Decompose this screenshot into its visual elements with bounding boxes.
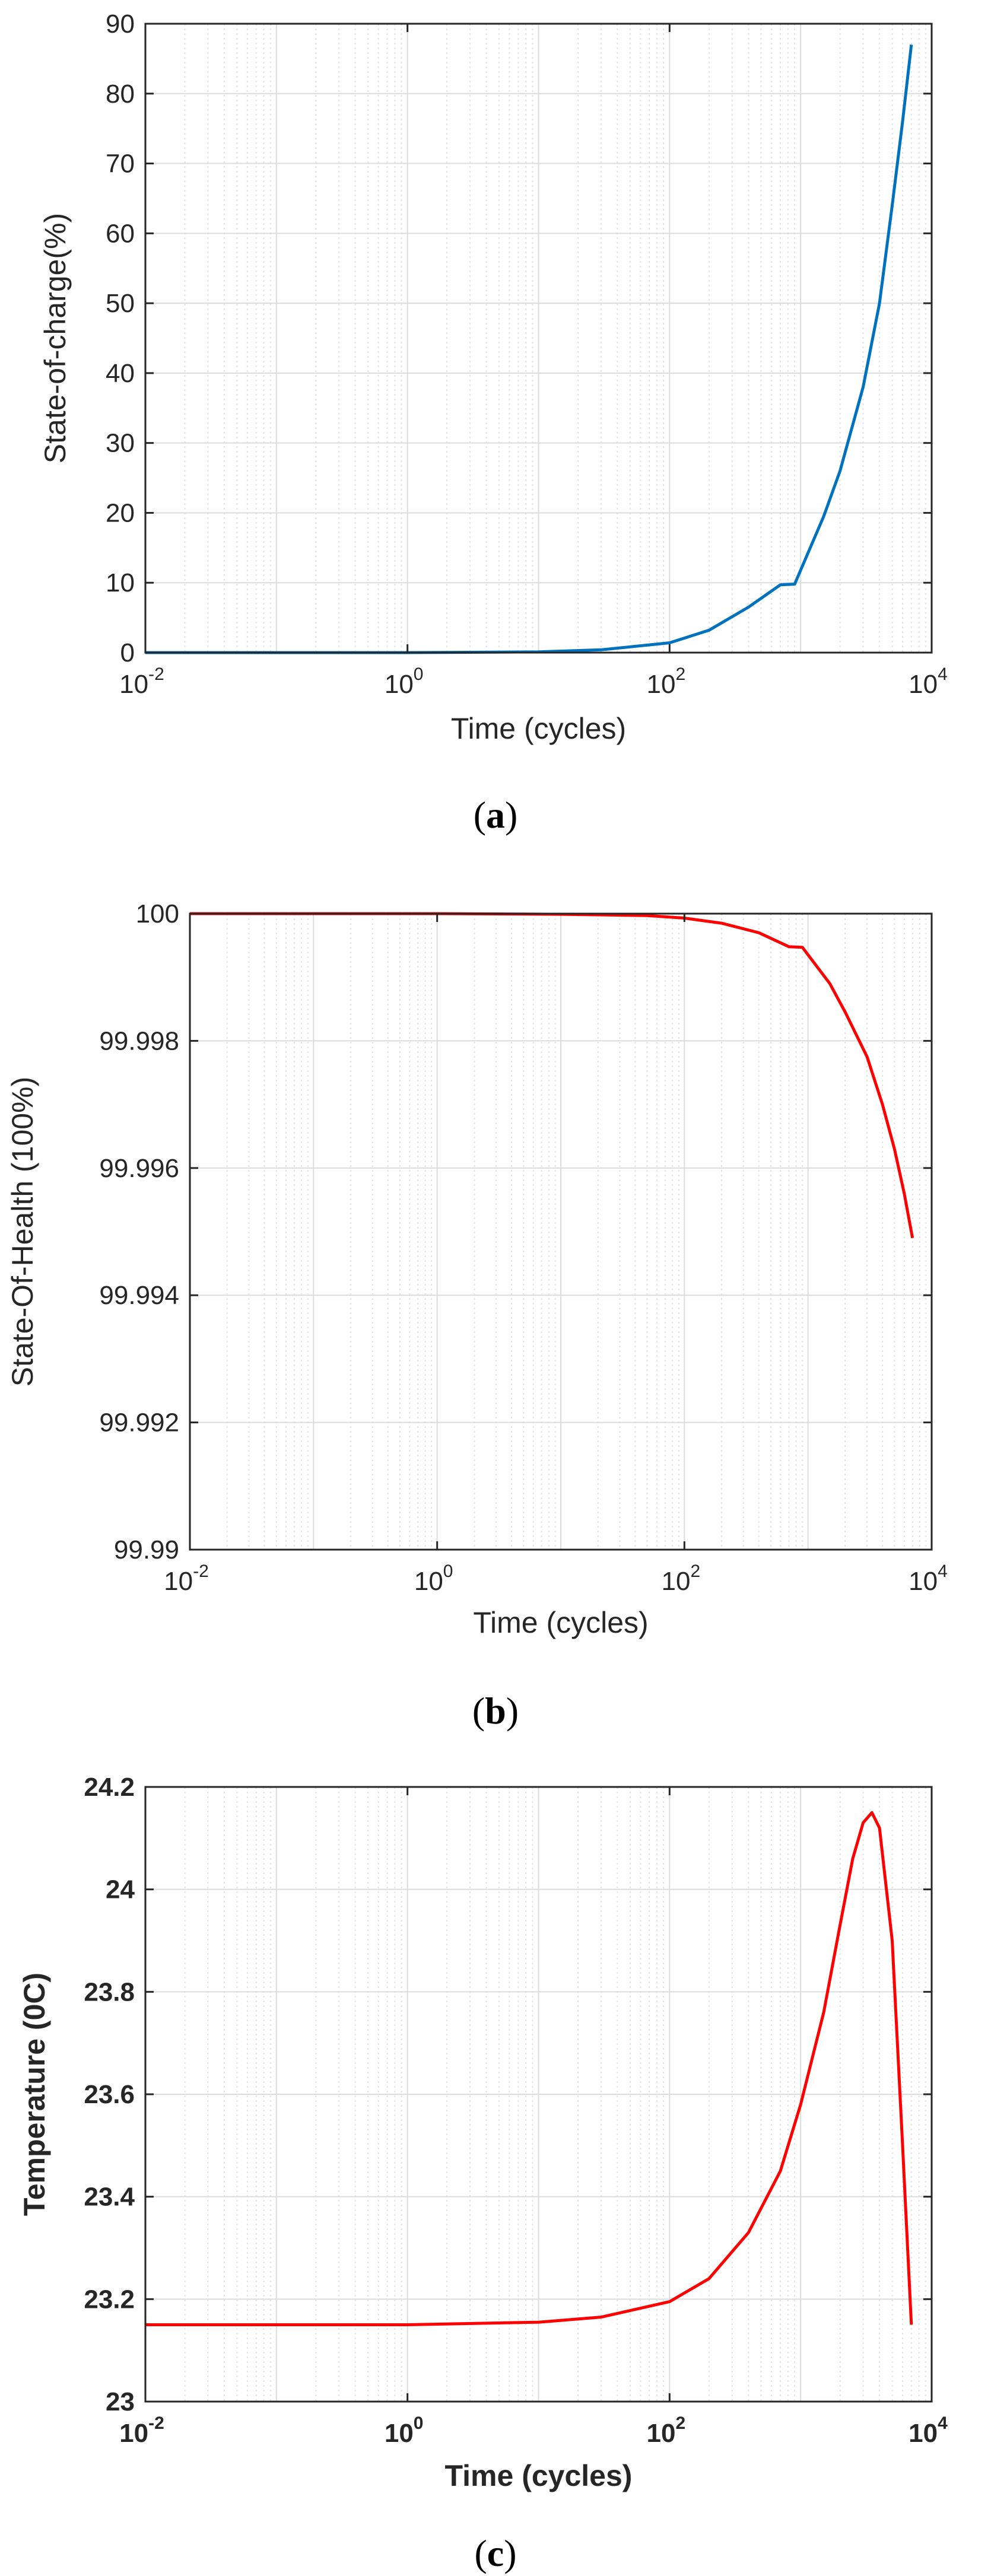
y-tick-label: 99.99 — [114, 1535, 179, 1564]
y-tick-label: 70 — [106, 150, 135, 179]
y-axis-label: Temperature (0C) — [18, 1973, 51, 2216]
x-tick-label: 100 — [385, 664, 424, 699]
y-tick-label: 99.996 — [99, 1154, 179, 1183]
panel-b: 99.99 99.992 99.994 99.996 99.998 100 10-2 100 1… — [6, 899, 948, 1732]
y-tick-label: 50 — [106, 289, 135, 318]
x-tick-label: 10-2 — [119, 664, 164, 699]
y-tick-label: 24 — [106, 1875, 135, 1904]
y-tick-label: 30 — [106, 429, 135, 458]
x-tick-label: 100 — [385, 2413, 424, 2448]
x-tick-label: 102 — [647, 2413, 686, 2448]
y-tick-label: 99.998 — [99, 1026, 179, 1055]
x-tick-label: 102 — [647, 664, 686, 699]
axes-frame — [144, 23, 933, 654]
panel-c: 23 23.2 23.4 23.6 23.8 24 24.2 10-2 100 102 104 Tim… — [18, 1773, 948, 2574]
y-axis-label: State-of-charge(%) — [39, 213, 72, 463]
x-axis-label: Time (cycles) — [445, 2459, 633, 2492]
panel-caption: (a) — [474, 794, 518, 836]
y-axis-label: State-Of-Health (100%) — [6, 1077, 39, 1386]
x-axis-label: Time (cycles) — [473, 1606, 648, 1639]
x-tick-label: 104 — [909, 1561, 948, 1596]
y-tick-label: 60 — [106, 219, 135, 248]
y-tick-label: 99.994 — [99, 1281, 179, 1310]
y-tick-label: 80 — [106, 79, 135, 109]
y-tick-label: 23.6 — [84, 2080, 135, 2109]
y-tick-label: 0 — [120, 638, 135, 667]
x-tick-label: 10-2 — [164, 1561, 209, 1596]
y-tick-label: 10 — [106, 568, 135, 597]
panel-a: 0 10 20 30 40 50 60 70 80 90 10-2 100 102 104 Time (cy… — [39, 9, 948, 836]
panel-caption: (b) — [472, 1690, 519, 1732]
y-tick-label: 24.2 — [84, 1773, 135, 1802]
panel-caption: (c) — [474, 2532, 516, 2574]
x-tick-label: 104 — [909, 664, 948, 699]
series-line — [145, 1811, 913, 2326]
x-axis-label: Time (cycles) — [451, 712, 626, 745]
x-tick-label: 100 — [414, 1561, 453, 1596]
y-tick-label: 100 — [136, 899, 179, 928]
x-tick-label: 104 — [909, 2413, 948, 2448]
y-tick-label: 23.2 — [84, 2285, 135, 2314]
series-line — [190, 912, 914, 1239]
y-tick-label: 40 — [106, 359, 135, 388]
axes-frame — [189, 912, 933, 1551]
y-tick-label: 20 — [106, 498, 135, 527]
y-tick-label: 23.4 — [84, 2183, 135, 2212]
y-tick-label: 23 — [106, 2387, 135, 2416]
y-tick-label: 99.992 — [99, 1408, 179, 1438]
x-tick-label: 10-2 — [119, 2413, 164, 2448]
x-tick-label: 102 — [662, 1561, 701, 1596]
series-line — [145, 44, 913, 654]
y-tick-label: 23.8 — [84, 1977, 135, 2006]
y-tick-label: 90 — [106, 9, 135, 39]
